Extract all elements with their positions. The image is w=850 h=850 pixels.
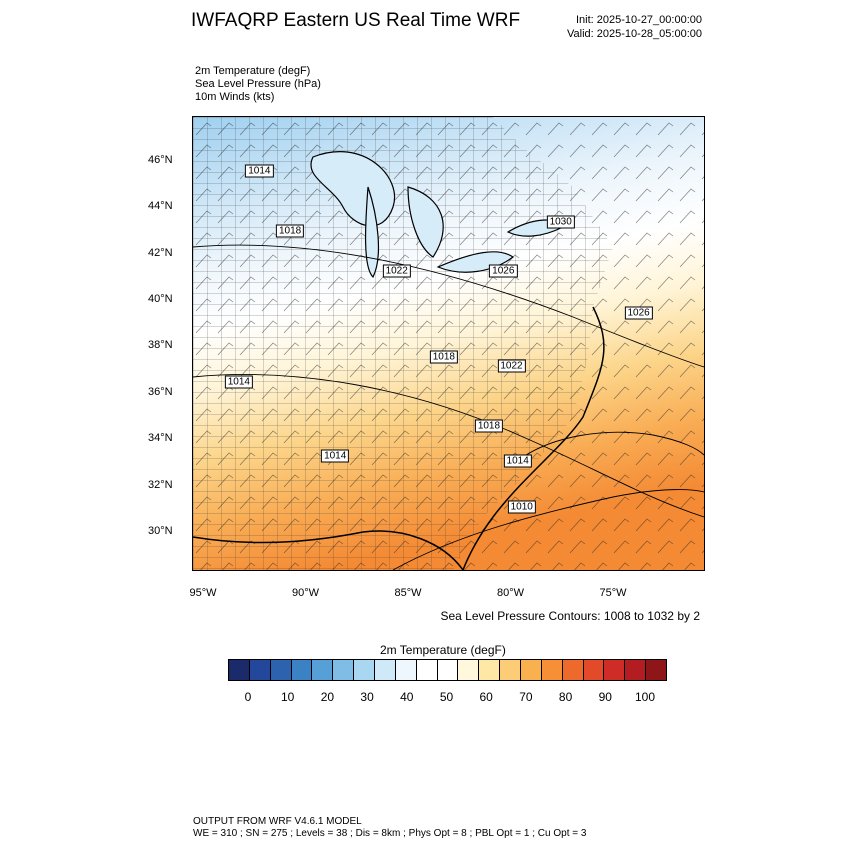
- slp-contour-label: 1014: [503, 454, 532, 468]
- map-panel: 1014 1018 1022 1026 1030 1026 1018 1022 1014 1018…: [192, 116, 705, 571]
- colorbar-tick-label: 30: [360, 690, 374, 704]
- colorbar-swatch: [479, 660, 501, 680]
- footer-model: OUTPUT FROM WRF V4.6.1 MODEL: [193, 816, 362, 827]
- colorbar-tick-label: 50: [439, 690, 454, 704]
- colorbar-swatch: [416, 660, 438, 680]
- colorbar-tick-label: 0: [244, 690, 252, 704]
- field-pressure: Sea Level Pressure (hPa): [195, 78, 321, 90]
- lake-huron: [407, 186, 444, 258]
- slp-contour-label: 1022: [382, 264, 411, 278]
- slp-contour-label: 1018: [275, 224, 305, 238]
- colorbar-title: 2m Temperature (degF): [380, 643, 506, 657]
- lon-label: 85°W: [394, 587, 422, 599]
- lat-label: 30°N: [148, 525, 173, 537]
- colorbar-swatch: [354, 660, 376, 680]
- footer-params: WE = 310 ; SN = 275 ; Levels = 38 ; Dis …: [193, 828, 587, 839]
- colorbar-tick-label: 40: [400, 690, 414, 704]
- colorbar-swatch: [562, 660, 584, 680]
- colorbar-swatch: [291, 660, 313, 680]
- lon-label: 90°W: [291, 587, 320, 599]
- colorbar-swatch: [521, 660, 542, 680]
- slp-contour-lines: [193, 244, 704, 570]
- temperature-map: [193, 117, 704, 570]
- lat-label: 38°N: [148, 339, 173, 352]
- slp-contour-label: 1026: [624, 306, 653, 320]
- colorbar-swatch: [583, 660, 605, 680]
- field-temperature: 2m Temperature (degF): [195, 65, 311, 77]
- colorbar-swatch: [333, 660, 355, 680]
- lat-label: 34°N: [148, 432, 173, 445]
- colorbar-tick-label: 20: [320, 690, 335, 704]
- valid-time: Valid: 2025-10-28_05:00:00: [567, 28, 702, 40]
- map-title: IWFAQRP Eastern US Real Time WRF: [191, 10, 521, 31]
- colorbar-tick-label: 100: [634, 690, 656, 704]
- slp-contour-label: 1014: [321, 449, 350, 463]
- colorbar-swatch: [395, 660, 417, 680]
- colorbar-swatch: [229, 660, 250, 680]
- colorbar-swatch: [604, 660, 626, 680]
- colorbar-swatch: [249, 660, 271, 680]
- wind-barbs: [193, 117, 704, 570]
- atlantic-coastline: [462, 306, 605, 570]
- colorbar-tick-label: 80: [558, 690, 573, 704]
- slp-contour-label: 1022: [497, 359, 526, 373]
- colorbar-swatch: [541, 660, 563, 680]
- colorbar-swatch: [646, 660, 667, 680]
- field-winds: 10m Winds (kts): [195, 91, 275, 103]
- colorbar-swatch: [270, 660, 292, 680]
- lat-label: 42°N: [148, 246, 173, 259]
- slp-contour-label: 1030: [546, 215, 575, 229]
- colorbar-swatch: [437, 660, 459, 680]
- lake-michigan: [364, 186, 380, 279]
- colorbar-tick-label: 10: [281, 690, 295, 704]
- lat-label: 36°N: [148, 385, 173, 398]
- lat-label: 46°N: [148, 153, 173, 166]
- colorbar-tick-label: 60: [479, 690, 493, 704]
- slp-contour-label: 1014: [245, 164, 274, 178]
- contour-note: Sea Level Pressure Contours: 1008 to 103…: [440, 609, 701, 623]
- lon-label: 95°W: [189, 587, 217, 599]
- slp-contour-label: 1010: [507, 500, 536, 514]
- lon-label: 80°W: [496, 587, 525, 599]
- colorbar-swatch: [375, 660, 396, 680]
- slp-contour-label: 1026: [489, 264, 518, 278]
- lat-label: 44°N: [148, 200, 173, 213]
- lat-label: 40°N: [148, 293, 173, 305]
- colorbar-tick-label: 90: [598, 690, 612, 704]
- temperature-colorbar: [228, 659, 667, 681]
- slp-contour-label: 1018: [474, 419, 504, 433]
- colorbar-swatch: [500, 660, 522, 680]
- colorbar-swatch: [312, 660, 334, 680]
- slp-contour-label: 1018: [429, 350, 458, 364]
- init-time: Init: 2025-10-27_00:00:00: [576, 14, 702, 26]
- lon-label: 75°W: [599, 587, 627, 599]
- colorbar-swatch: [625, 660, 647, 680]
- gulf-coastline: [193, 530, 464, 570]
- colorbar-swatch: [458, 660, 480, 680]
- lat-label: 32°N: [148, 478, 173, 491]
- colorbar-tick-label: 70: [519, 690, 533, 704]
- slp-contour-label: 1014: [224, 375, 253, 389]
